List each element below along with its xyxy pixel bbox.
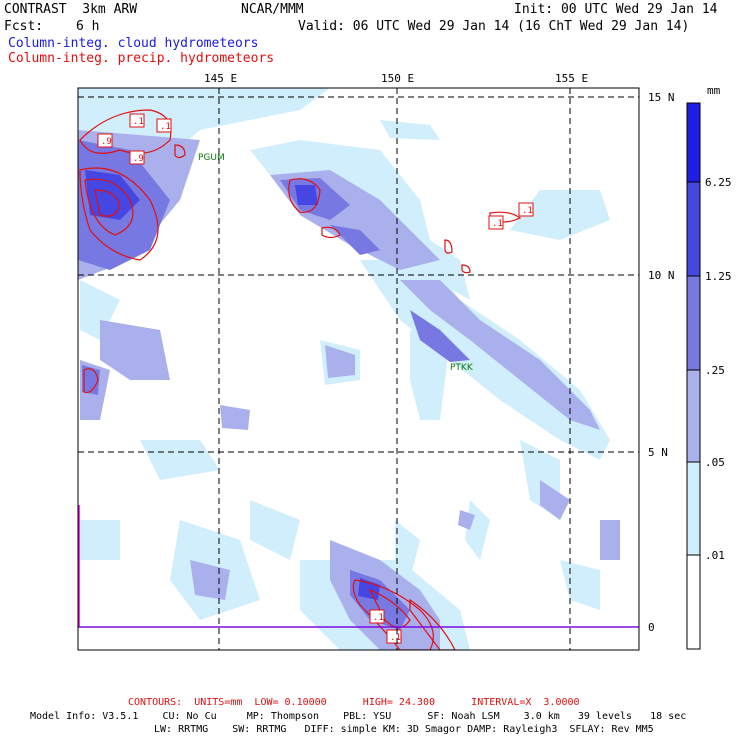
forecast-hour: 6 h — [76, 19, 100, 34]
contour-labels: .1 .1 .9 .9 .1 .1 .1 .1 — [101, 117, 533, 643]
contour-label: .1 — [522, 206, 533, 216]
physics-info: LW: RRTMG SW: RRTMG DIFF: simple KM: 3D … — [154, 724, 654, 735]
contour-label: .1 — [390, 633, 401, 643]
station-pgum: PGUM — [198, 153, 225, 163]
contour-info: CONTOURS: UNITS=mm LOW= 0.10000 HIGH= 24… — [128, 697, 580, 708]
valid-time: Valid: 06 UTC Wed 29 Jan 14 (16 ChT Wed … — [298, 19, 690, 34]
plot-frame — [77, 87, 640, 651]
model-title: CONTRAST 3km ARW — [4, 2, 138, 17]
colorbar-swatch — [686, 275, 701, 371]
colorbar — [686, 102, 701, 650]
colorbar-swatch — [686, 369, 701, 463]
lat-label-15n: 15 N — [648, 91, 675, 104]
colorbar-level: .05 — [705, 456, 725, 469]
lat-label-5n: 5 N — [648, 446, 668, 459]
colorbar-swatch — [686, 554, 701, 650]
forecast-label: Fcst: — [4, 19, 44, 34]
precip-field-title: Column-integ. precip. hydrometeors — [8, 51, 275, 66]
colorbar-level: .01 — [705, 549, 725, 562]
lat-label-0: 0 — [648, 621, 655, 634]
contour-label: .1 — [373, 613, 384, 623]
lon-label-150: 150 E — [381, 72, 415, 85]
precip-contours — [79, 109, 522, 650]
lon-label-155: 155 E — [555, 72, 589, 85]
contour-label: .1 — [492, 219, 503, 229]
lat-label-10n: 10 N — [648, 269, 675, 282]
lon-label-145: 145 E — [204, 72, 238, 85]
colorbar-level: 1.25 — [705, 270, 732, 283]
model-info: Model Info: V3.5.1 CU: No Cu MP: Thompso… — [30, 711, 687, 722]
colorbar-swatch — [686, 102, 701, 183]
colorbar-swatch — [686, 461, 701, 556]
contour-label: .1 — [160, 122, 171, 132]
colorbar-level: .25 — [705, 364, 725, 377]
station-ptkk: PTKK — [450, 363, 474, 373]
init-time: Init: 00 UTC Wed 29 Jan 14 — [514, 2, 718, 17]
colorbar-unit: mm — [707, 84, 721, 97]
stations: PGUM PTKK — [198, 153, 474, 373]
colorbar-level: 6.25 — [705, 176, 732, 189]
organization: NCAR/MMM — [241, 2, 304, 17]
contour-label: .1 — [133, 117, 144, 127]
contour-label: .9 — [101, 137, 112, 147]
cloud-field-title: Column-integ. cloud hydrometeors — [8, 36, 259, 51]
colorbar-swatch — [686, 181, 701, 277]
lat-lon-grid — [78, 88, 639, 650]
contour-label: .9 — [133, 154, 144, 164]
shaded-cloud-field — [78, 88, 620, 650]
